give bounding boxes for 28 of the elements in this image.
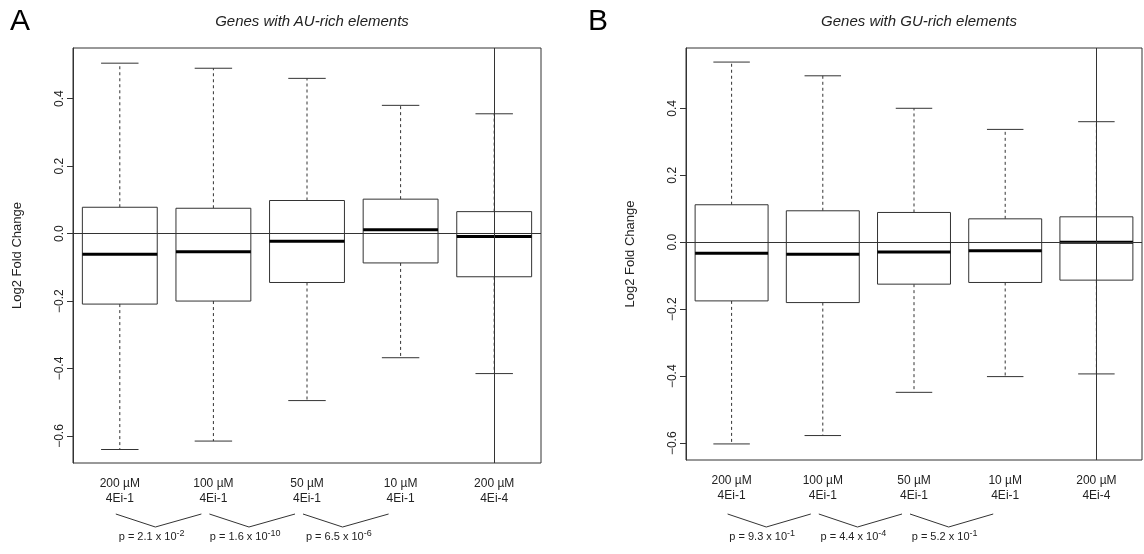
y-tick-label: 0.0 <box>665 233 679 251</box>
y-tick-label: −0.2 <box>52 288 66 313</box>
chart-title: Genes with AU-rich elements <box>215 12 410 29</box>
text: B <box>588 2 609 36</box>
x-tick-label: 50 µM 4Ei-1 <box>897 472 931 502</box>
x-tick-label: 100 µM 4Ei-1 <box>802 472 843 502</box>
y-tick-label: 0.0 <box>52 224 66 242</box>
y-axis-title: Log2 Fold Change <box>9 202 24 309</box>
y-tick-label: −0.4 <box>52 356 66 381</box>
x-tick-label: 200 µM 4Ei-4 <box>474 475 515 505</box>
text: A <box>10 2 31 36</box>
y-tick-label: 0.2 <box>665 166 679 184</box>
x-tick-label: 100 µM 4Ei-1 <box>193 475 234 505</box>
x-tick-label: 10 µM 4Ei-1 <box>988 472 1022 502</box>
y-axis-title: Log2 Fold Change <box>622 200 637 308</box>
x-tick-label: 200 µM 4Ei-1 <box>711 472 752 502</box>
y-tick-label: −0.4 <box>665 364 679 389</box>
x-tick-label: 200 µM 4Ei-4 <box>1076 472 1117 502</box>
y-tick-label: −0.2 <box>665 297 679 322</box>
y-tick-label: −0.6 <box>52 423 66 448</box>
y-tick-label: 0.4 <box>52 89 66 107</box>
chart-title: Genes with GU-rich elements <box>821 12 1018 29</box>
x-tick-label: 200 µM 4Ei-1 <box>99 475 140 505</box>
y-tick-label: 0.2 <box>52 157 66 175</box>
x-tick-label: 50 µM 4Ei-1 <box>290 475 324 505</box>
y-tick-label: 0.4 <box>665 99 679 117</box>
x-tick-label: 10 µM 4Ei-1 <box>383 475 418 505</box>
y-tick-label: −0.6 <box>665 431 679 456</box>
